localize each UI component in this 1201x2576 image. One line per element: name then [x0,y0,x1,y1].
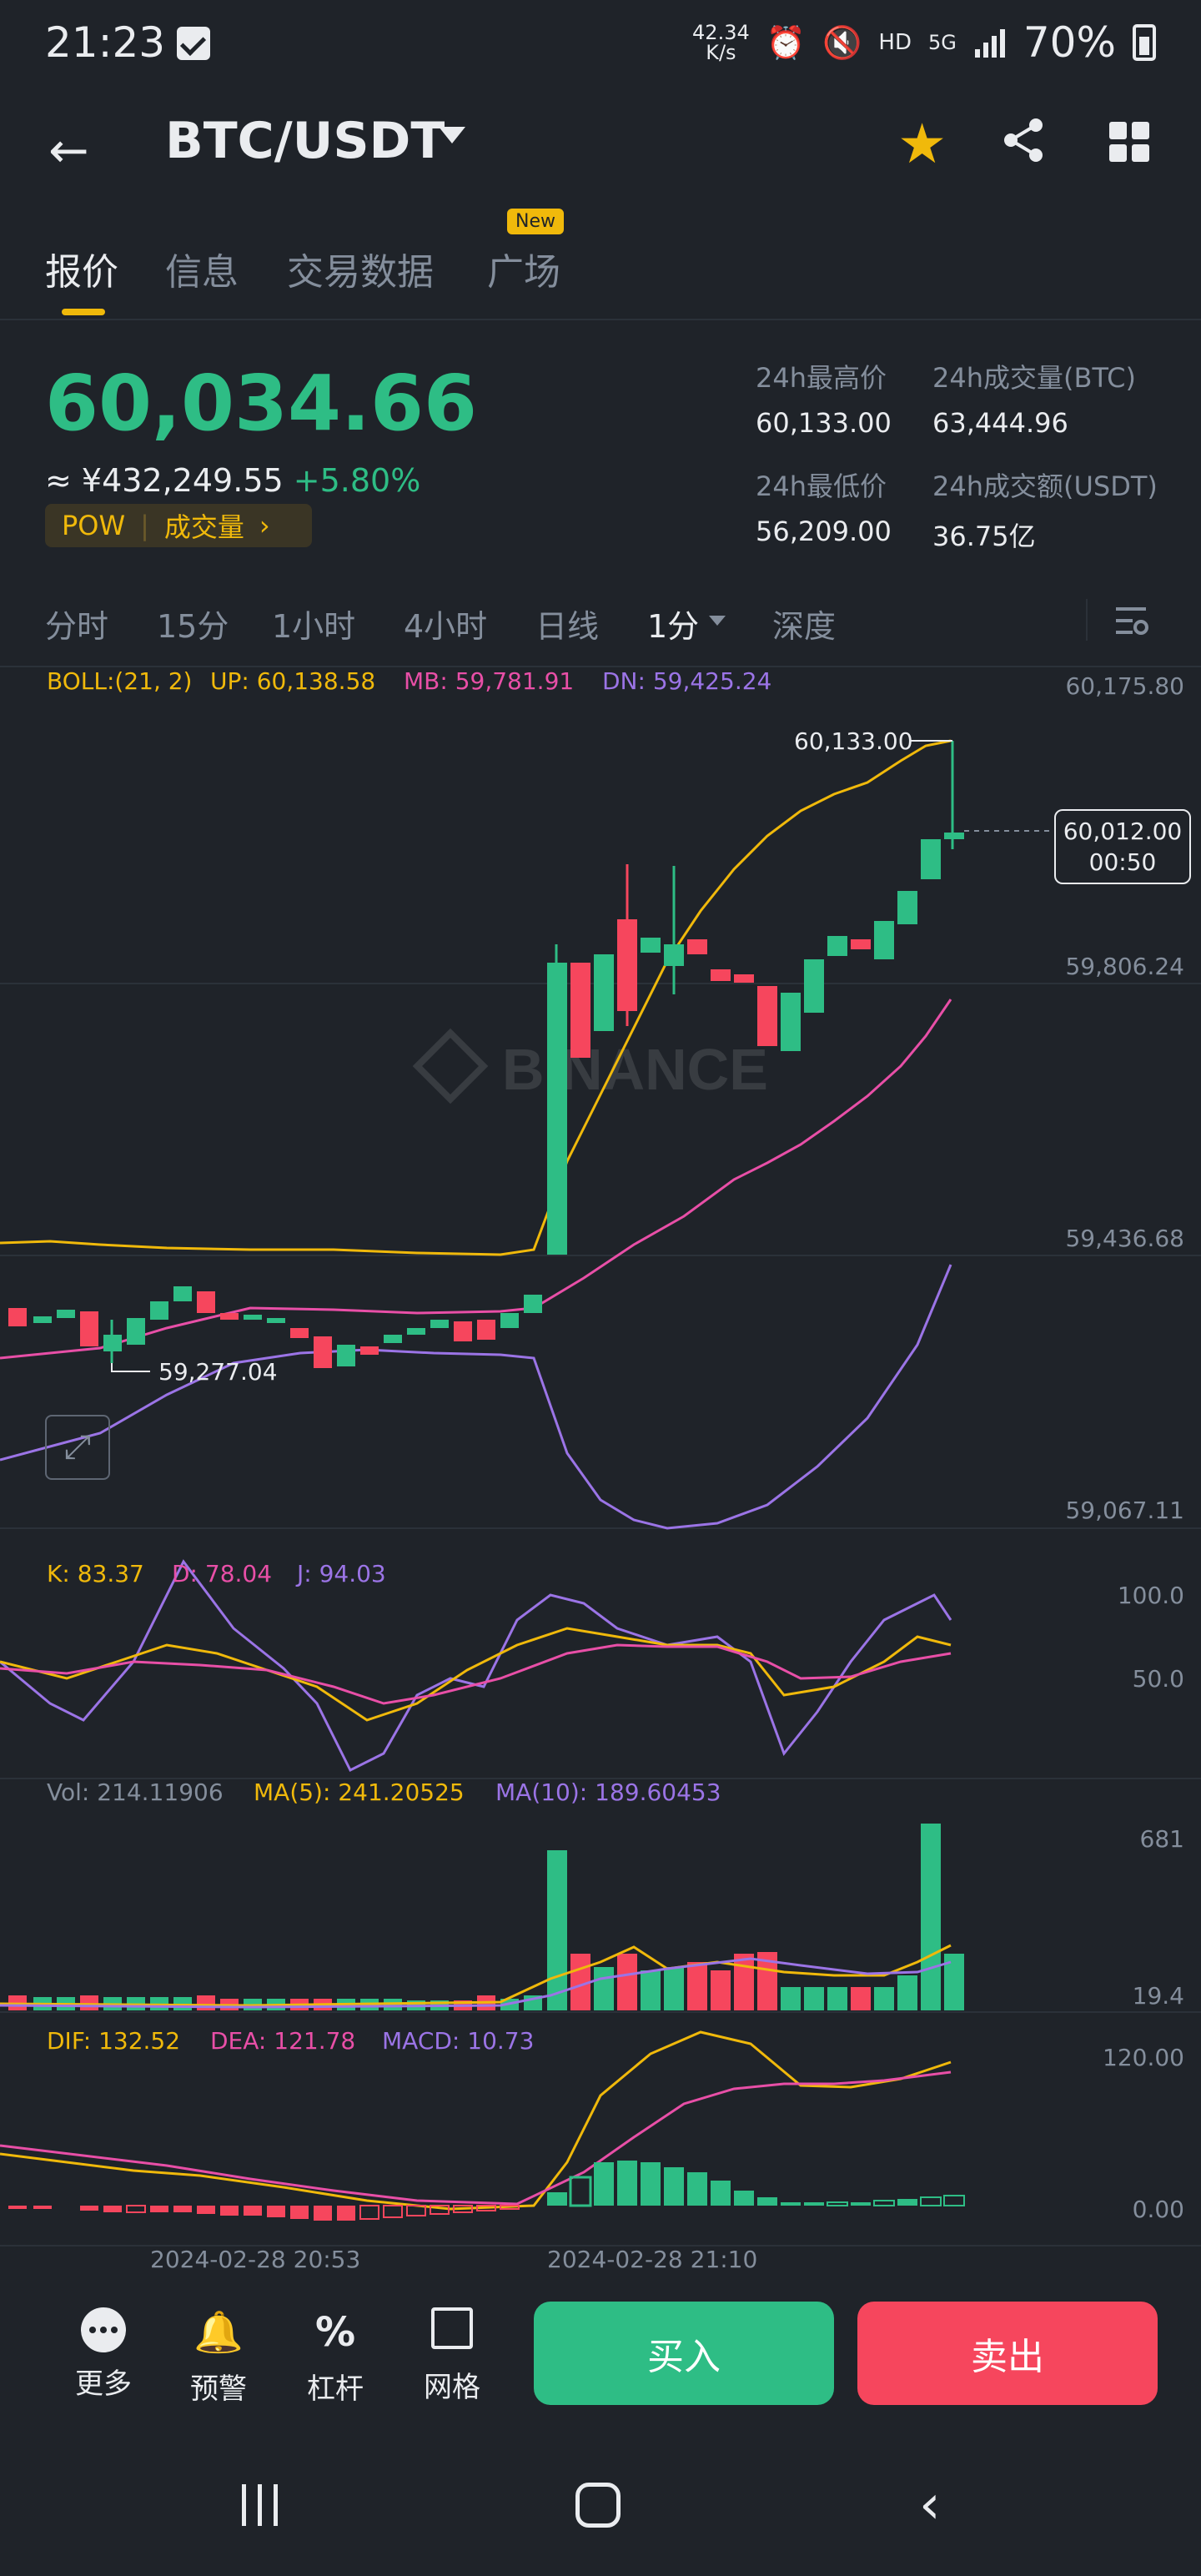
layout-grid-icon[interactable] [1109,122,1149,162]
sell-button[interactable]: 卖出 [857,2302,1158,2405]
vol-ma5: MA(5): 241.20525 [254,1779,465,1806]
current-price-tag: 60,012.00 00:50 [1054,809,1191,884]
boll-label: BOLL:(21, 2) [47,667,193,695]
more-icon [81,2307,126,2352]
pair-title[interactable]: BTC/USDT [165,112,445,170]
header: ← BTC/USDT ★ [0,87,1201,204]
kline-chart[interactable]: BINANCE [0,661,1201,2279]
kdj-k: K: 83.37 [47,1560,144,1587]
hd-label: HD [878,30,912,55]
tab-quote[interactable]: 报价 [45,251,118,294]
candles [8,741,964,1368]
interval-1m[interactable]: 1分 [647,608,700,645]
share-icon[interactable] [1001,117,1048,164]
back-arrow-icon[interactable]: ← [48,122,89,179]
net-speed: 42.34 K/s [692,21,750,64]
vol-axis-min: 19.4 [1133,1982,1184,2010]
interval-dropdown-icon[interactable] [709,616,726,626]
expand-chart-icon[interactable]: ⤢ [45,1415,110,1480]
kdj-axis-100: 100.0 [1118,1582,1184,1609]
checkbox-notification-icon [177,27,210,60]
more-button[interactable]: 更多 [70,2307,137,2402]
binance-watermark: BINANCE [412,1028,768,1104]
stat-low: 24h最低价 56,209.00 [756,470,892,547]
pair-dropdown-icon[interactable] [439,127,465,143]
status-bar: 21:23 42.34 K/s ⏰ 🔇 HD 5G 70% [0,0,1201,87]
main-tabs: 报价 信息 交易数据 广场 New [0,209,1201,320]
macd-axis-max: 120.00 [1103,2044,1184,2071]
grid-trading-icon [431,2307,473,2349]
axis-4: 59,067.11 [1065,1497,1184,1524]
svg-text:BINANCE: BINANCE [502,1037,768,1102]
bottom-action-bar: 更多 🔔 预警 % 杠杆 网格 买入 卖出 [0,2286,1201,2453]
battery-icon [1133,24,1156,61]
axis-2: 59,806.24 [1065,953,1184,980]
alarm-icon: ⏰ [766,23,807,61]
last-price: 60,034.66 [45,359,477,448]
stat-vol-btc: 24h成交量(BTC) 63,444.96 [932,362,1136,439]
leverage-icon: % [314,2309,356,2356]
kdj-axis-50: 50.0 [1133,1665,1184,1693]
boll-up: UP: 60,138.58 [210,667,376,695]
chevron-right-icon: › [259,510,270,541]
interval-tabs: 分时 15分 1小时 4小时 日线 1分 深度 [0,584,1201,667]
leverage-button[interactable]: % 杠杆 [307,2309,364,2406]
boll-dn: DN: 59,425.24 [602,667,772,695]
tab-trading-data[interactable]: 交易数据 [287,251,434,294]
axis-3: 59,436.68 [1065,1225,1184,1252]
interval-1h[interactable]: 1小时 [272,608,356,645]
battery-percent: 70% [1023,18,1116,67]
boll-mb: MB: 59,781.91 [404,667,575,695]
active-tab-indicator [62,309,105,315]
chart-settings-icon[interactable] [1113,602,1149,639]
kdj-d: D: 78.04 [172,1560,273,1587]
5g-label: 5G [927,31,957,54]
mute-icon: 🔇 [822,23,862,61]
price-change: +5.80% [293,462,421,499]
new-badge: New [507,209,564,234]
interval-4h[interactable]: 4小时 [404,608,488,645]
favorite-star-icon[interactable]: ★ [897,112,947,176]
kdj-j: J: 94.03 [297,1560,386,1587]
status-time: 21:23 [45,18,166,67]
low-marker: 59,277.04 [158,1358,278,1386]
grid-button[interactable]: 网格 [419,2307,485,2405]
system-nav-bar: ‹ [0,2453,1201,2576]
status-icons: 42.34 K/s ⏰ 🔇 HD 5G 70% [692,18,1156,67]
axis-top: 60,175.80 [1065,672,1184,700]
tab-info[interactable]: 信息 [165,251,239,294]
recent-apps-icon[interactable] [242,2484,278,2526]
interval-timeline[interactable]: 分时 [45,608,109,645]
macd-axis-min: 0.00 [1133,2196,1184,2223]
time-label-1: 2024-02-28 20:53 [150,2246,360,2273]
vol-axis-max: 681 [1140,1825,1184,1853]
interval-depth[interactable]: 深度 [772,608,837,645]
macd-dif: DIF: 132.52 [47,2027,181,2055]
macd-value: MACD: 10.73 [382,2027,535,2055]
interval-1d[interactable]: 日线 [535,608,600,645]
time-label-2: 2024-02-28 21:10 [547,2246,757,2273]
home-icon[interactable] [575,2483,621,2528]
vol-value: Vol: 214.11906 [47,1779,224,1806]
macd-dea: DEA: 121.78 [210,2027,356,2055]
tag-pow[interactable]: POW | 成交量 › [45,504,312,547]
signal-icon [974,29,1005,58]
interval-15m[interactable]: 15分 [157,608,229,645]
volume-bars [8,1824,964,2010]
stat-high: 24h最高价 60,133.00 [756,362,892,439]
back-nav-icon[interactable]: ‹ [919,2474,941,2536]
buy-button[interactable]: 买入 [534,2302,834,2405]
price-cny: ≈ ¥432,249.55 +5.80% [45,462,421,499]
bell-icon: 🔔 [193,2309,244,2356]
high-marker: 60,133.00 [794,727,913,755]
tab-square[interactable]: 广场 [487,251,560,294]
stat-vol-usdt: 24h成交额(USDT) 36.75亿 [932,470,1158,552]
vol-ma10: MA(10): 189.60453 [495,1779,721,1806]
alert-button[interactable]: 🔔 预警 [190,2309,247,2406]
macd-histogram [8,2161,965,2221]
